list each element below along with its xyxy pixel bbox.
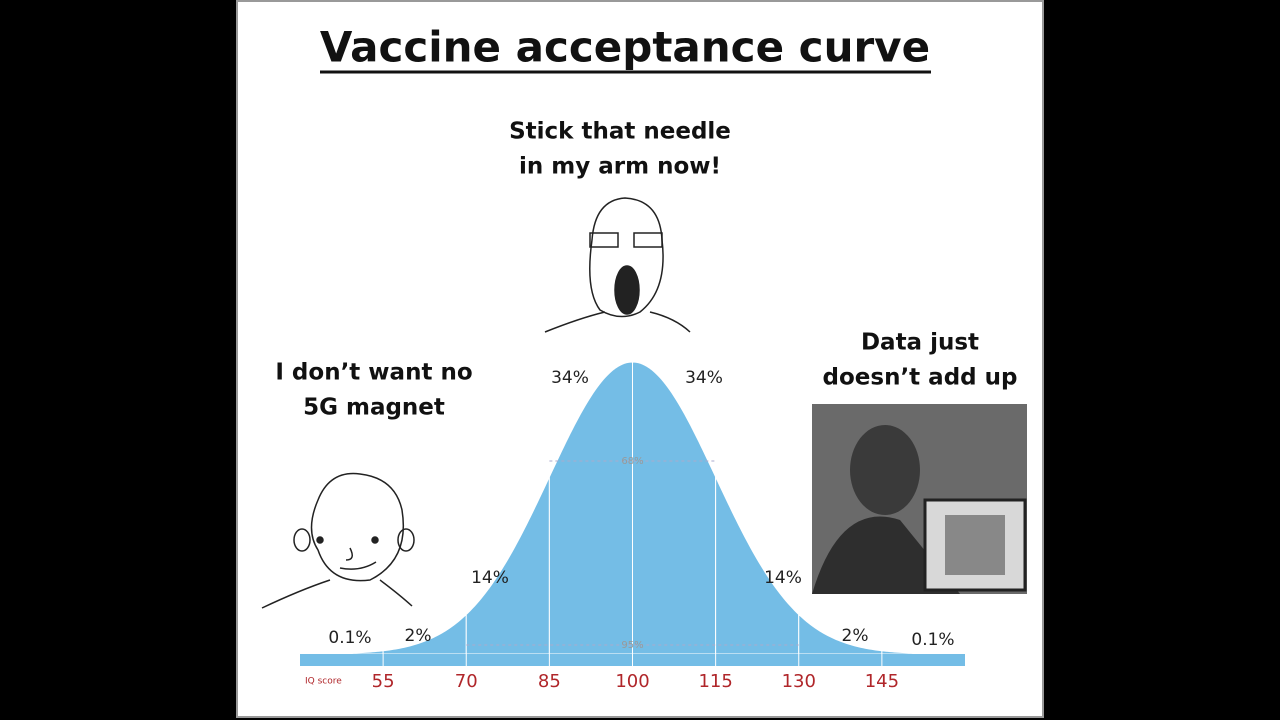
curve-region xyxy=(299,650,384,655)
curve-region xyxy=(465,476,550,655)
x-axis-label: IQ score xyxy=(305,677,342,687)
curve-region xyxy=(881,650,966,655)
annotation: Data just xyxy=(861,330,979,356)
annotation: I don’t want no xyxy=(275,360,472,386)
x-tick-label: 55 xyxy=(372,671,395,692)
span-label: 68% xyxy=(621,456,643,467)
chad-photo xyxy=(812,404,1027,594)
x-tick-label: 115 xyxy=(698,671,732,692)
x-tick-label: 85 xyxy=(538,671,561,692)
chart-title: Vaccine acceptance curve xyxy=(320,23,930,72)
x-tick-label: 100 xyxy=(615,671,649,692)
value-label: 0.1% xyxy=(911,630,954,650)
annotation: doesn’t add up xyxy=(823,365,1018,391)
annotation: Stick that needle xyxy=(509,119,731,145)
value-label: 34% xyxy=(551,368,589,388)
soyjak-drawing xyxy=(544,197,691,333)
annotation: in my arm now! xyxy=(519,154,721,180)
span-label: 95% xyxy=(621,640,643,651)
value-label: 14% xyxy=(764,568,802,588)
value-label: 14% xyxy=(471,568,509,588)
value-label: 34% xyxy=(685,368,723,388)
curve-region xyxy=(798,613,883,655)
value-label: 0.1% xyxy=(328,628,371,648)
value-label: 2% xyxy=(405,626,432,646)
wojak-drawing xyxy=(261,472,415,609)
curve-region xyxy=(548,361,633,655)
curve-region xyxy=(382,613,467,655)
curve-region xyxy=(715,476,800,655)
x-tick-label: 145 xyxy=(865,671,899,692)
annotation: 5G magnet xyxy=(303,395,445,421)
x-tick-label: 130 xyxy=(782,671,816,692)
x-tick-label: 70 xyxy=(455,671,478,692)
curve-region xyxy=(632,361,717,655)
value-label: 2% xyxy=(842,626,869,646)
